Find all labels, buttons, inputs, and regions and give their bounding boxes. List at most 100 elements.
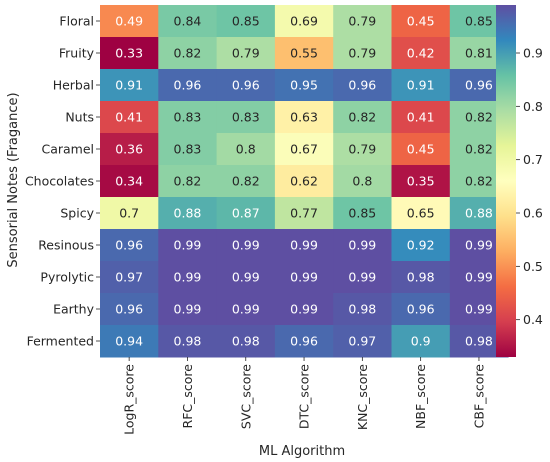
cell-value-label: 0.98 bbox=[465, 334, 493, 349]
cell-value-label: 0.99 bbox=[232, 302, 260, 317]
cell-value-label: 0.82 bbox=[465, 142, 493, 157]
cell-value-label: 0.35 bbox=[407, 174, 435, 189]
cell-value-label: 0.96 bbox=[348, 78, 376, 93]
heatmap-cell bbox=[100, 325, 159, 358]
heatmap-cell bbox=[391, 293, 451, 326]
x-axis-title: ML Algorithm bbox=[259, 444, 345, 459]
cell-value-label: 0.99 bbox=[232, 270, 260, 285]
cell-labels: 0.49 0.84 0.85 0.69 0.79 0.45 0.85 0.33 0.82 0.79… bbox=[115, 14, 493, 349]
heatmap-cell bbox=[216, 293, 276, 326]
heatmap-cell bbox=[100, 229, 159, 262]
heatmap-cell bbox=[158, 293, 218, 326]
heatmap-cell bbox=[158, 69, 218, 102]
heatmap-cell bbox=[216, 261, 276, 294]
cell-value-label: 0.63 bbox=[290, 110, 318, 125]
heatmap-cell bbox=[391, 101, 451, 134]
x-tick-label: DTC_score bbox=[297, 364, 312, 429]
heatmap-cell bbox=[333, 37, 392, 70]
heatmap-cell bbox=[333, 101, 392, 134]
row-labels: Floral Fruity Herbal Nuts Caramel Chocolates S… bbox=[25, 14, 100, 349]
heatmap-cell bbox=[158, 133, 218, 166]
cell-value-label: 0.99 bbox=[290, 270, 318, 285]
heatmap-cell bbox=[333, 133, 392, 166]
cell-value-label: 0.85 bbox=[232, 14, 260, 29]
cell-value-label: 0.99 bbox=[290, 302, 318, 317]
heatmap-cell bbox=[158, 5, 218, 38]
heatmap-cell bbox=[100, 69, 159, 102]
cell-value-label: 0.97 bbox=[348, 334, 376, 349]
heatmap-cell bbox=[100, 37, 159, 70]
heatmap-cell bbox=[391, 37, 451, 70]
cell-value-label: 0.91 bbox=[407, 78, 435, 93]
heatmap-cell bbox=[216, 37, 276, 70]
cell-value-label: 0.96 bbox=[232, 78, 260, 93]
heatmap-cell bbox=[216, 133, 276, 166]
heatmap-cell bbox=[274, 293, 334, 326]
cell-value-label: 0.83 bbox=[174, 110, 202, 125]
cell-value-label: 0.83 bbox=[174, 142, 202, 157]
colorbar-tick-label: 0.8 bbox=[523, 99, 543, 114]
cell-value-label: 0.99 bbox=[290, 238, 318, 253]
cell-value-label: 0.96 bbox=[290, 334, 318, 349]
cell-value-label: 0.99 bbox=[174, 302, 202, 317]
heatmap-cell bbox=[158, 165, 218, 198]
cell-value-label: 0.82 bbox=[348, 110, 376, 125]
cell-value-label: 0.82 bbox=[465, 174, 493, 189]
cell-value-label: 0.79 bbox=[348, 142, 376, 157]
cell-value-label: 0.91 bbox=[115, 78, 143, 93]
heatmap-cell bbox=[158, 229, 218, 262]
cell-value-label: 0.65 bbox=[407, 206, 435, 221]
heatmap-cell bbox=[274, 261, 334, 294]
heatmap-cell bbox=[216, 69, 276, 102]
x-tick-label: SVC_score bbox=[238, 364, 253, 429]
cell-value-label: 0.79 bbox=[232, 46, 260, 61]
heatmap-cell bbox=[391, 229, 451, 262]
cell-value-label: 0.82 bbox=[174, 174, 202, 189]
cell-value-label: 0.42 bbox=[407, 46, 435, 61]
cell-value-label: 0.99 bbox=[232, 238, 260, 253]
colorbar-tick-label: 0.6 bbox=[523, 206, 543, 221]
heatmap-cell bbox=[158, 197, 218, 230]
cell-value-label: 0.41 bbox=[407, 110, 435, 125]
colorbar-tick-label: 0.7 bbox=[523, 152, 543, 167]
cell-value-label: 0.85 bbox=[348, 206, 376, 221]
colorbar: 0.4 0.5 0.6 0.7 0.8 0.9 bbox=[496, 5, 543, 357]
heatmap-cell bbox=[391, 165, 451, 198]
cell-value-label: 0.88 bbox=[465, 206, 493, 221]
y-tick-label: Spicy bbox=[60, 206, 94, 221]
heatmap-cell bbox=[333, 5, 392, 38]
cell-value-label: 0.7 bbox=[119, 206, 139, 221]
heatmap-cell bbox=[391, 5, 451, 38]
x-tick-label: KNC_score bbox=[355, 364, 370, 430]
cell-value-label: 0.96 bbox=[407, 302, 435, 317]
heatmap-cell bbox=[274, 101, 334, 134]
y-tick-label: Chocolates bbox=[25, 174, 94, 189]
heatmap-cell bbox=[274, 37, 334, 70]
heatmap-cell bbox=[216, 101, 276, 134]
cell-value-label: 0.98 bbox=[232, 334, 260, 349]
heatmap-cell bbox=[333, 325, 392, 358]
cell-value-label: 0.79 bbox=[348, 14, 376, 29]
heatmap-cell bbox=[216, 325, 276, 358]
heatmap-cell bbox=[100, 133, 159, 166]
heatmap-cell bbox=[391, 197, 451, 230]
cell-value-label: 0.49 bbox=[115, 14, 143, 29]
cell-value-label: 0.94 bbox=[115, 334, 143, 349]
heatmap-cell bbox=[391, 69, 451, 102]
cell-value-label: 0.8 bbox=[236, 142, 256, 157]
cell-value-label: 0.99 bbox=[348, 238, 376, 253]
heatmap-cell bbox=[274, 229, 334, 262]
cell-value-label: 0.33 bbox=[115, 46, 143, 61]
cell-value-label: 0.34 bbox=[115, 174, 143, 189]
heatmap-cell bbox=[100, 5, 159, 38]
heatmap-cell bbox=[100, 261, 159, 294]
cell-value-label: 0.36 bbox=[115, 142, 143, 157]
cell-value-label: 0.99 bbox=[174, 238, 202, 253]
heatmap-cell bbox=[391, 133, 451, 166]
cell-value-label: 0.82 bbox=[232, 174, 260, 189]
y-tick-label: Pyrolytic bbox=[40, 270, 94, 285]
heatmap-cell bbox=[158, 101, 218, 134]
cell-value-label: 0.99 bbox=[465, 238, 493, 253]
heatmap-cell bbox=[333, 293, 392, 326]
